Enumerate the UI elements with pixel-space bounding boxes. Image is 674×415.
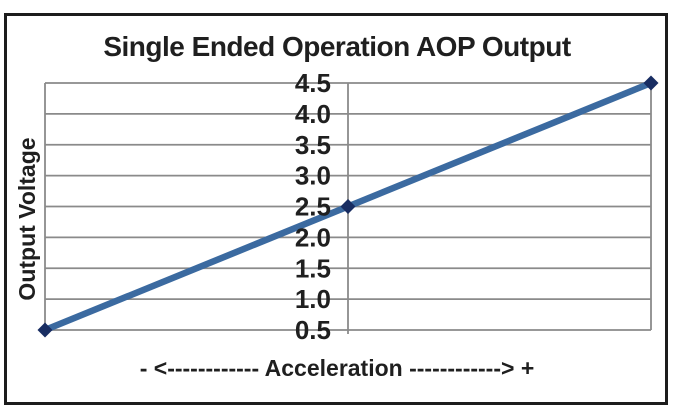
y-tick-label: 1.0 xyxy=(295,284,331,314)
y-tick-label: 1.5 xyxy=(295,253,331,283)
chart-title: Single Ended Operation AOP Output xyxy=(103,31,571,62)
y-tick-label: 4.5 xyxy=(295,68,331,98)
y-tick-label: 2.0 xyxy=(295,222,331,252)
data-point-marker xyxy=(37,322,53,338)
figure-border xyxy=(4,13,668,405)
y-tick-label: 0.5 xyxy=(295,315,331,345)
data-point-marker xyxy=(643,75,659,91)
y-tick-label: 3.0 xyxy=(295,161,331,191)
y-tick-label: 2.5 xyxy=(295,192,331,222)
x-axis-title: - <------------ Acceleration -----------… xyxy=(139,355,535,381)
y-tick-label: 4.0 xyxy=(295,99,331,129)
y-tick-label: 3.5 xyxy=(295,130,331,160)
data-point-marker xyxy=(340,199,356,214)
